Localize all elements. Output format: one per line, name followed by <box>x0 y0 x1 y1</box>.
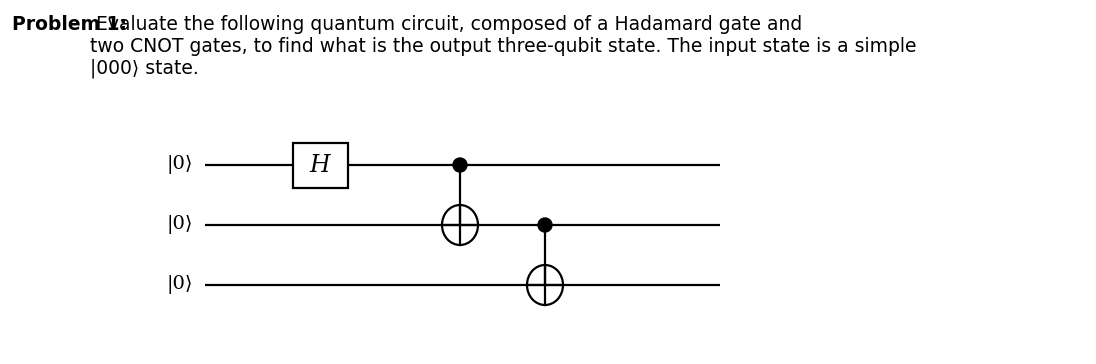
Text: |0⟩: |0⟩ <box>167 215 193 234</box>
Text: Problem 1:: Problem 1: <box>12 15 127 34</box>
Text: |0⟩: |0⟩ <box>167 155 193 174</box>
Circle shape <box>453 158 467 172</box>
Text: H: H <box>310 154 330 177</box>
FancyBboxPatch shape <box>293 142 347 187</box>
Text: Evaluate the following quantum circuit, composed of a Hadamard gate and
two CNOT: Evaluate the following quantum circuit, … <box>90 15 916 79</box>
Text: |0⟩: |0⟩ <box>167 276 193 294</box>
Circle shape <box>538 218 552 232</box>
